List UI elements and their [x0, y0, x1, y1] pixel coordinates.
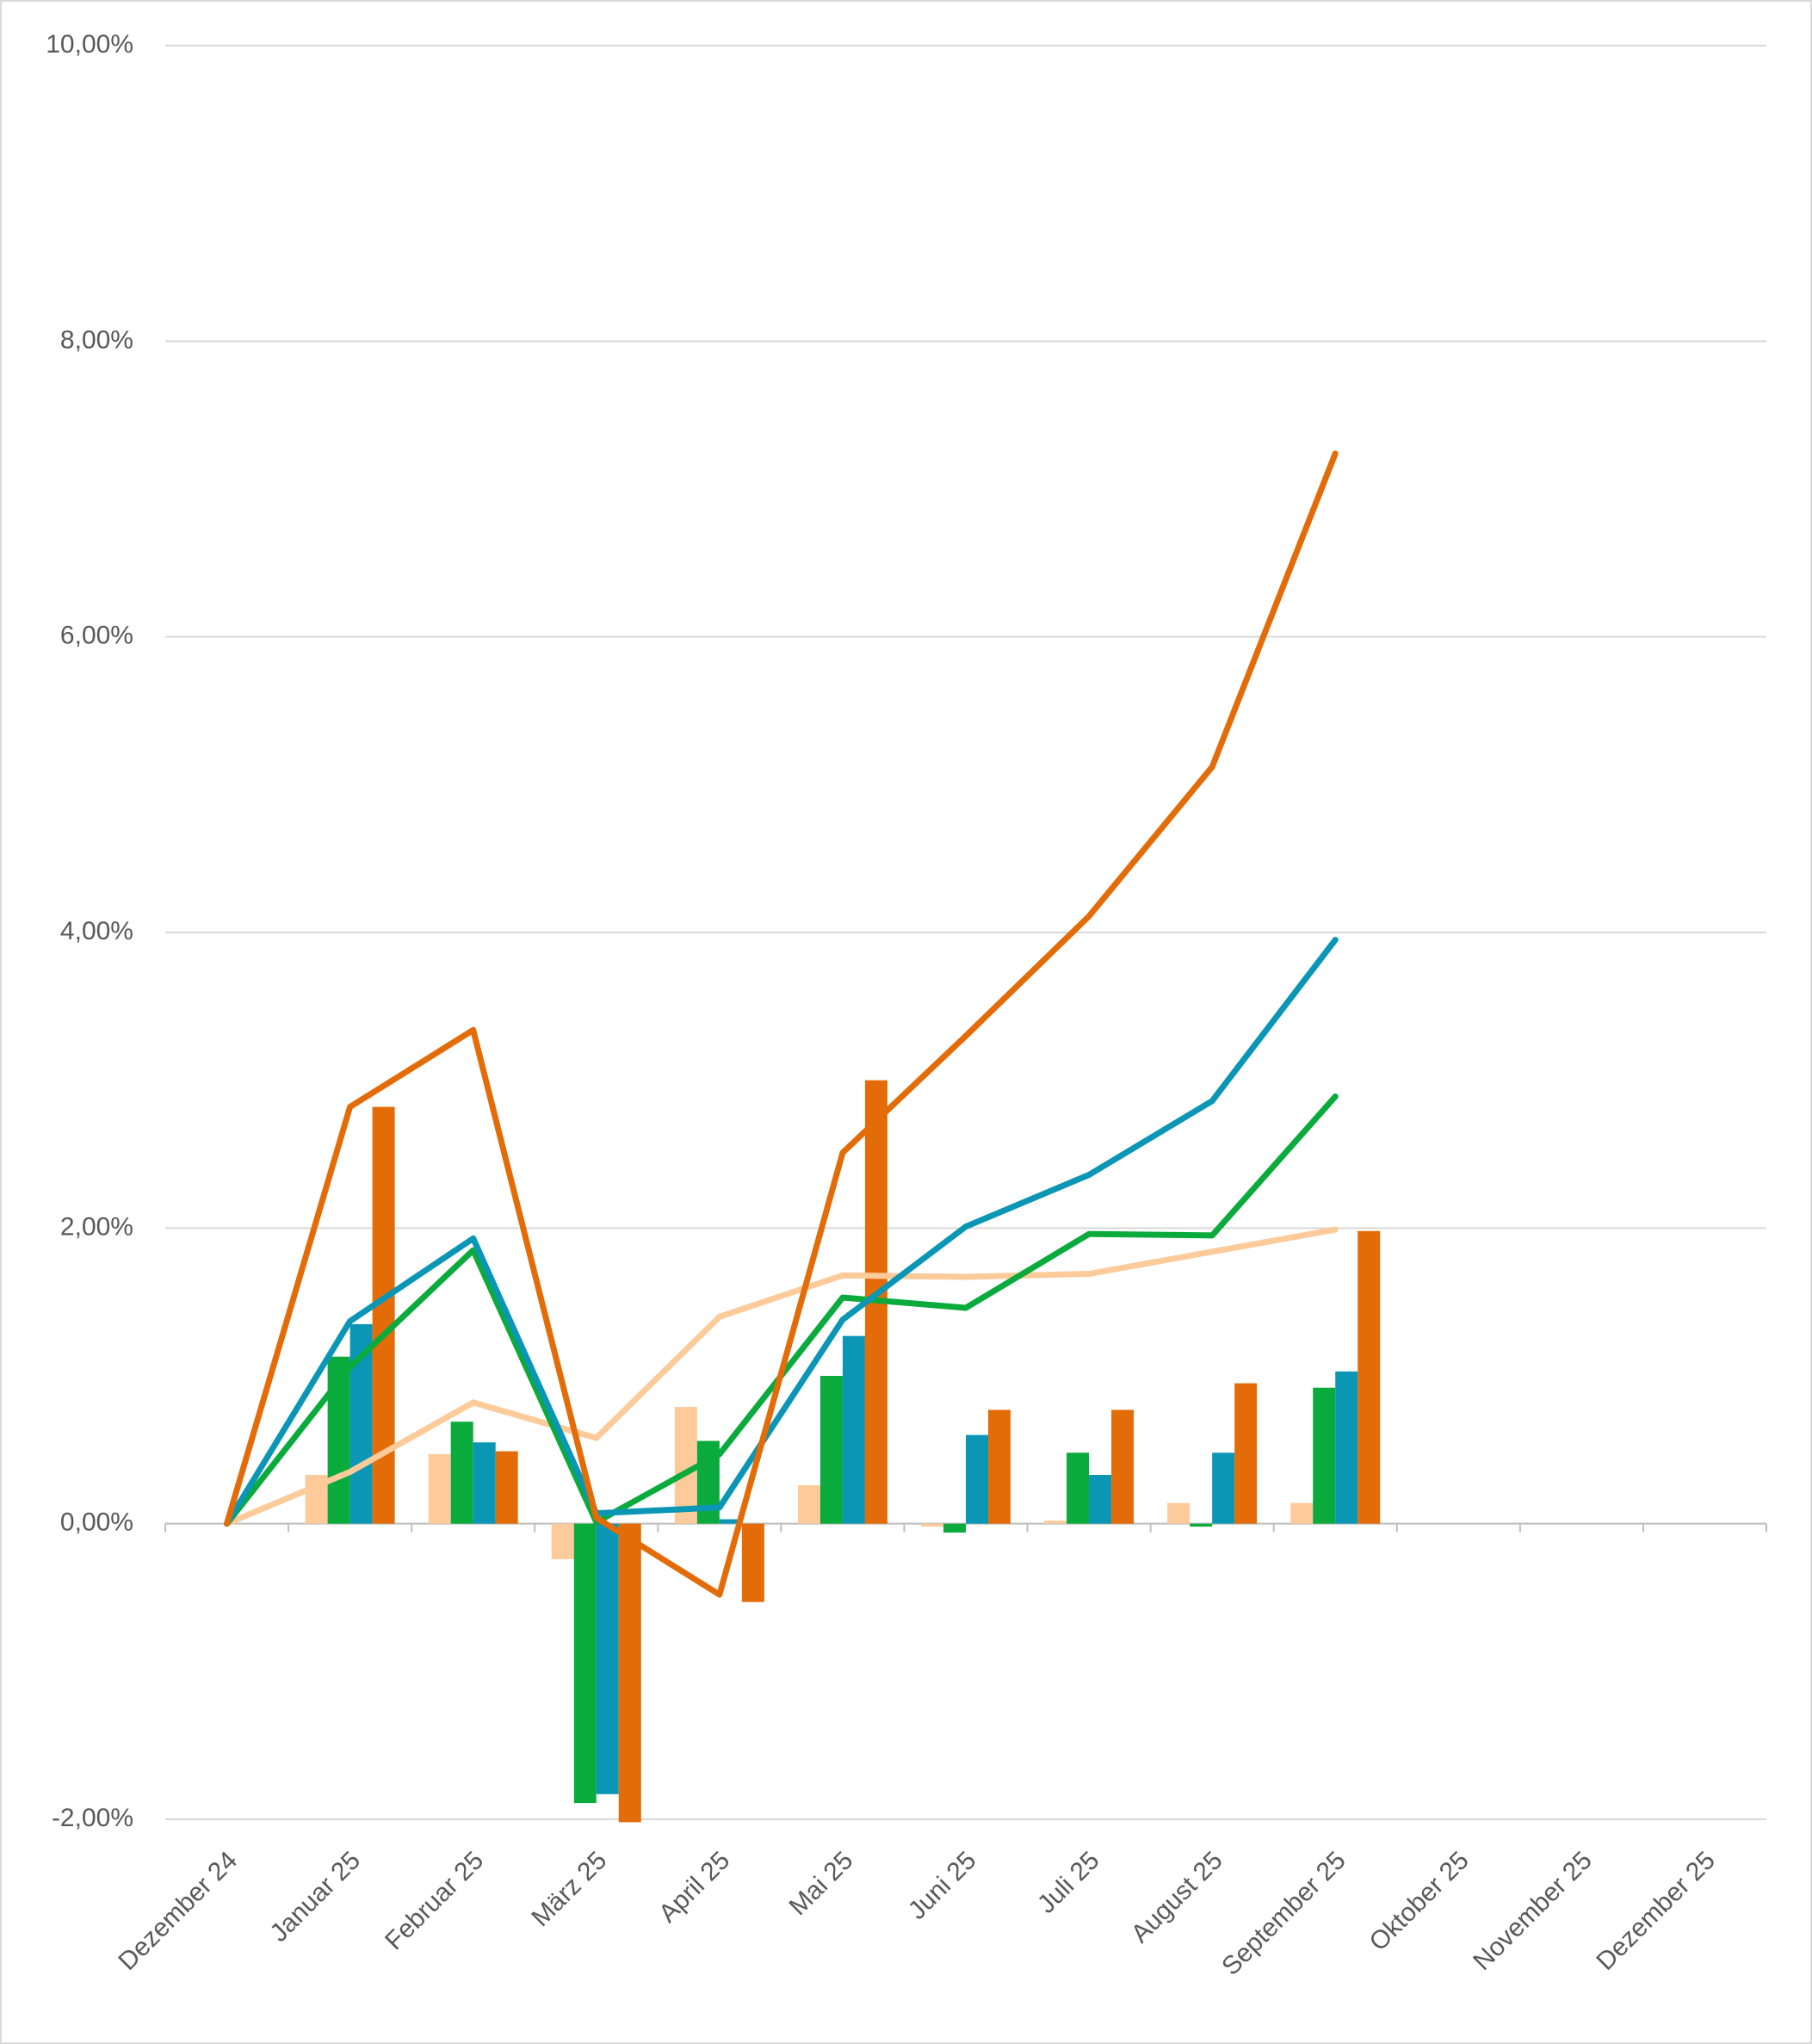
bar: [1089, 1475, 1112, 1524]
bar: [1111, 1409, 1135, 1524]
y-tick-label: -2,00%: [52, 1804, 133, 1832]
bar: [1335, 1371, 1358, 1524]
bar: [428, 1453, 451, 1524]
bar: [741, 1523, 764, 1602]
bar: [1067, 1452, 1090, 1524]
bar: [473, 1442, 496, 1524]
bar: [1167, 1502, 1190, 1524]
line: [224, 450, 1339, 1598]
y-tick-label: 6,00%: [60, 622, 133, 650]
bar: [1190, 1523, 1213, 1527]
bar: [921, 1523, 943, 1527]
bar: [1044, 1521, 1067, 1524]
bar: [1313, 1387, 1336, 1524]
y-tick-label: 4,00%: [60, 917, 133, 945]
bar: [1234, 1383, 1258, 1524]
bar: [450, 1422, 473, 1524]
bar: [1357, 1230, 1381, 1524]
y-tick-label: 10,00%: [46, 30, 133, 59]
bar: [988, 1409, 1011, 1524]
bar: [618, 1523, 641, 1823]
bar: [495, 1451, 518, 1524]
y-tick-label: 0,00%: [60, 1508, 133, 1537]
line: [224, 1226, 1339, 1527]
bar: [372, 1106, 395, 1524]
bar: [573, 1523, 597, 1804]
bar: [943, 1523, 966, 1533]
y-tick-label: 8,00%: [60, 325, 133, 354]
bar: [842, 1335, 865, 1524]
bar: [719, 1519, 742, 1524]
bar: [1290, 1502, 1314, 1524]
bar: [797, 1485, 820, 1524]
bar: [1212, 1452, 1235, 1524]
bar: [819, 1376, 843, 1524]
bar: [551, 1523, 574, 1559]
line: [224, 937, 1339, 1527]
bar: [966, 1434, 988, 1524]
y-tick-label: 2,00%: [60, 1212, 133, 1241]
bar: [596, 1523, 619, 1794]
